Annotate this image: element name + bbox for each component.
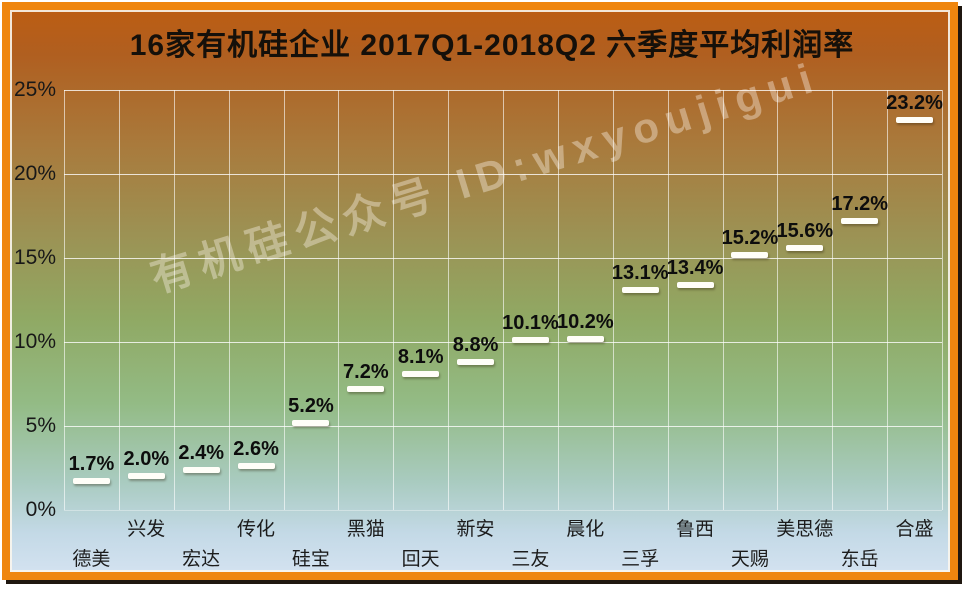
category-label: 三孚: [621, 549, 660, 570]
gridline-vertical: [777, 90, 779, 510]
category-label: 东岳: [840, 549, 879, 570]
category-label: 黑猫: [346, 519, 385, 540]
gridline-vertical: [612, 90, 614, 510]
value-label: 1.7%: [68, 453, 115, 476]
y-tick-label: 20%: [13, 162, 56, 185]
data-marker: [347, 386, 385, 393]
gridline-vertical: [887, 90, 889, 510]
y-tick-label: 25%: [13, 78, 56, 101]
y-tick-label: 5%: [25, 414, 56, 437]
value-label: 2.4%: [178, 441, 224, 464]
category-label: 硅宝: [291, 549, 330, 570]
gridline-vertical: [667, 90, 669, 510]
gridline-vertical: [722, 90, 724, 510]
data-marker: [237, 463, 275, 470]
category-label: 新安: [456, 519, 495, 540]
data-marker: [72, 478, 110, 485]
gridline-vertical: [283, 90, 285, 510]
value-label: 5.2%: [288, 394, 334, 417]
x-axis: 德美 兴发 宏达 传化 硅宝 黑猫 回天 新安 三友 晨化 三孚 鲁西 天赐 美思德 东岳 合盛: [64, 510, 942, 572]
value-label: 15.6%: [776, 219, 834, 242]
data-marker: [786, 244, 824, 251]
y-tick-label: 0%: [25, 498, 56, 521]
gridline-vertical: [393, 90, 395, 510]
value-label: 23.2%: [886, 92, 943, 115]
gridline-vertical: [173, 90, 175, 510]
data-marker: [127, 473, 165, 480]
category-label: 天赐: [730, 549, 769, 570]
category-label: 兴发: [127, 519, 166, 540]
data-marker: [182, 466, 220, 473]
chart-background: 16家有机硅企业 2017Q1-2018Q2 六季度平均利润率 有机硅公众号 I…: [10, 10, 950, 572]
category-label: 宏达: [182, 549, 221, 570]
data-marker: [676, 281, 714, 288]
value-label: 2.0%: [123, 448, 170, 471]
category-label: 德美: [72, 549, 111, 570]
category-label: 传化: [237, 519, 276, 540]
gridline-vertical: [832, 90, 834, 510]
data-marker: [566, 335, 604, 342]
plot-area: 1.7% 2.0% 2.4% 2.6% 5.2% 7.2% 8.1% 8.8% 10.1% 10.…: [64, 90, 943, 511]
value-label: 17.2%: [831, 193, 889, 216]
category-label: 晨化: [566, 519, 605, 540]
category-label: 三友: [511, 549, 550, 570]
picture-frame: 16家有机硅企业 2017Q1-2018Q2 六季度平均利润率 有机硅公众号 I…: [2, 2, 958, 580]
data-marker: [841, 218, 879, 225]
value-label: 2.6%: [233, 438, 279, 461]
gridline-vertical: [228, 90, 230, 510]
data-marker: [402, 370, 440, 377]
value-label: 13.1%: [611, 261, 669, 284]
gridline-vertical: [118, 90, 120, 510]
data-marker: [292, 419, 330, 426]
value-label: 8.8%: [452, 334, 499, 357]
value-label: 15.2%: [721, 226, 779, 249]
value-label: 7.2%: [343, 361, 389, 384]
data-marker: [896, 117, 934, 124]
gridline-vertical: [942, 90, 943, 510]
y-tick-label: 15%: [13, 246, 56, 269]
gridline-vertical: [448, 90, 450, 510]
y-axis: 0% 5% 10% 15% 20% 25%: [12, 78, 56, 521]
value-label: 13.4%: [666, 256, 724, 279]
chart-title: 16家有机硅企业 2017Q1-2018Q2 六季度平均利润率: [129, 29, 855, 62]
data-marker: [511, 337, 549, 344]
gridline-vertical: [64, 90, 65, 510]
category-label: 美思德: [776, 519, 834, 540]
value-label: 8.1%: [397, 345, 444, 368]
y-tick-label: 10%: [13, 330, 56, 353]
value-label: 10.1%: [502, 312, 559, 335]
category-label: 合盛: [895, 519, 934, 540]
value-label: 10.2%: [556, 310, 614, 333]
gridline-vertical: [557, 90, 559, 510]
data-marker: [457, 359, 495, 366]
category-label: 回天: [401, 549, 440, 570]
data-marker: [731, 251, 769, 258]
gridline-vertical: [503, 90, 504, 510]
category-label: 鲁西: [676, 519, 715, 540]
gridline-vertical: [338, 90, 340, 510]
data-marker: [621, 286, 659, 293]
